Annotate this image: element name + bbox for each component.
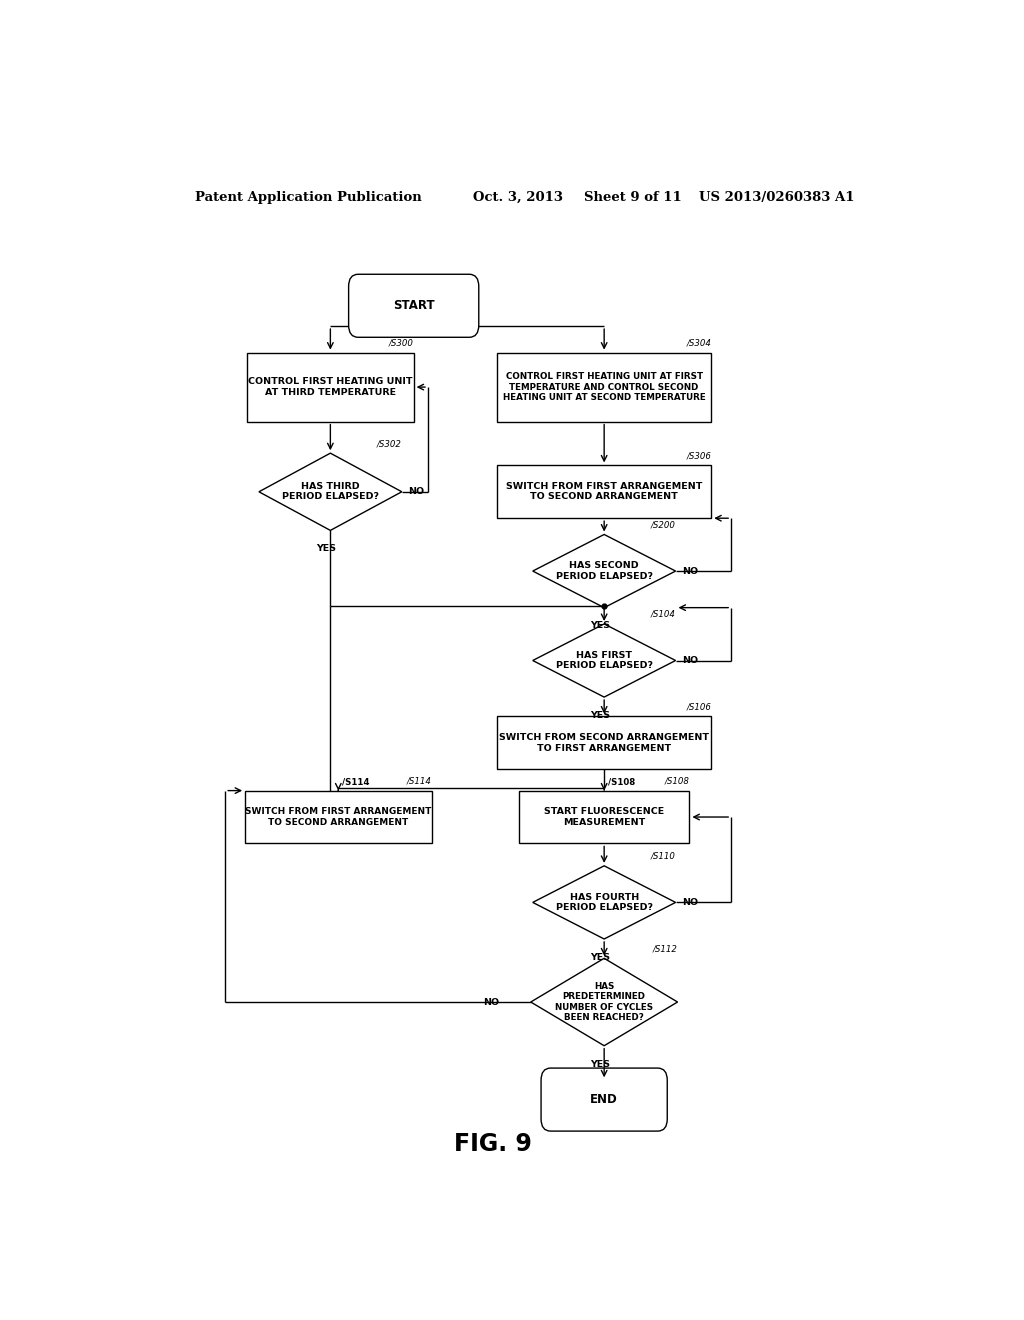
Text: /S200: /S200 <box>650 520 676 529</box>
Text: YES: YES <box>590 1060 610 1068</box>
Text: /S114: /S114 <box>407 776 431 785</box>
Text: Patent Application Publication: Patent Application Publication <box>196 190 422 203</box>
Text: /S304: /S304 <box>686 338 712 347</box>
Text: NO: NO <box>682 656 698 665</box>
Text: /S108: /S108 <box>665 776 689 785</box>
Polygon shape <box>532 624 676 697</box>
Text: NO: NO <box>409 487 424 496</box>
Text: /S112: /S112 <box>652 944 678 953</box>
Text: HAS SECOND
PERIOD ELAPSED?: HAS SECOND PERIOD ELAPSED? <box>556 561 652 581</box>
Text: YES: YES <box>590 953 610 962</box>
Text: /S110: /S110 <box>650 851 676 861</box>
Text: NO: NO <box>682 898 698 907</box>
Text: SWITCH FROM SECOND ARRANGEMENT
TO FIRST ARRANGEMENT: SWITCH FROM SECOND ARRANGEMENT TO FIRST … <box>499 733 710 752</box>
Text: CONTROL FIRST HEATING UNIT
AT THIRD TEMPERATURE: CONTROL FIRST HEATING UNIT AT THIRD TEMP… <box>248 378 413 397</box>
Text: YES: YES <box>590 622 610 631</box>
Text: SWITCH FROM FIRST ARRANGEMENT
TO SECOND ARRANGEMENT: SWITCH FROM FIRST ARRANGEMENT TO SECOND … <box>506 482 702 502</box>
Text: FIG. 9: FIG. 9 <box>454 1133 532 1156</box>
FancyBboxPatch shape <box>348 275 479 338</box>
Polygon shape <box>259 453 401 531</box>
Polygon shape <box>530 958 678 1045</box>
Text: /S106: /S106 <box>686 702 712 711</box>
Text: HAS FOURTH
PERIOD ELAPSED?: HAS FOURTH PERIOD ELAPSED? <box>556 892 652 912</box>
Text: /S300: /S300 <box>389 338 414 347</box>
Text: /S114: /S114 <box>342 777 370 787</box>
Text: START: START <box>393 300 434 313</box>
Polygon shape <box>532 535 676 607</box>
Text: SWITCH FROM FIRST ARRANGEMENT
TO SECOND ARRANGEMENT: SWITCH FROM FIRST ARRANGEMENT TO SECOND … <box>245 808 431 826</box>
Text: /S104: /S104 <box>650 610 676 619</box>
Text: /S108: /S108 <box>608 777 635 787</box>
Bar <box>497 352 712 421</box>
Text: US 2013/0260383 A1: US 2013/0260383 A1 <box>699 190 855 203</box>
FancyBboxPatch shape <box>541 1068 668 1131</box>
Polygon shape <box>532 866 676 939</box>
Bar <box>497 717 712 770</box>
Text: END: END <box>590 1093 618 1106</box>
Text: /S306: /S306 <box>686 451 712 461</box>
Text: YES: YES <box>316 544 337 553</box>
Text: YES: YES <box>590 711 610 719</box>
Text: Sheet 9 of 11: Sheet 9 of 11 <box>585 190 682 203</box>
Text: NO: NO <box>483 998 499 1007</box>
Text: Oct. 3, 2013: Oct. 3, 2013 <box>473 190 563 203</box>
Text: START FLUORESCENCE
MEASUREMENT: START FLUORESCENCE MEASUREMENT <box>544 808 665 826</box>
Text: HAS
PREDETERMINED
NUMBER OF CYCLES
BEEN REACHED?: HAS PREDETERMINED NUMBER OF CYCLES BEEN … <box>555 982 653 1022</box>
Bar <box>247 352 414 421</box>
Text: CONTROL FIRST HEATING UNIT AT FIRST
TEMPERATURE AND CONTROL SECOND
HEATING UNIT : CONTROL FIRST HEATING UNIT AT FIRST TEMP… <box>503 372 706 403</box>
Text: HAS THIRD
PERIOD ELAPSED?: HAS THIRD PERIOD ELAPSED? <box>282 482 379 502</box>
Text: NO: NO <box>682 566 698 576</box>
Text: /S302: /S302 <box>377 440 401 447</box>
Bar <box>245 791 431 843</box>
Bar <box>519 791 689 843</box>
Bar <box>497 466 712 519</box>
Text: HAS FIRST
PERIOD ELAPSED?: HAS FIRST PERIOD ELAPSED? <box>556 651 652 671</box>
